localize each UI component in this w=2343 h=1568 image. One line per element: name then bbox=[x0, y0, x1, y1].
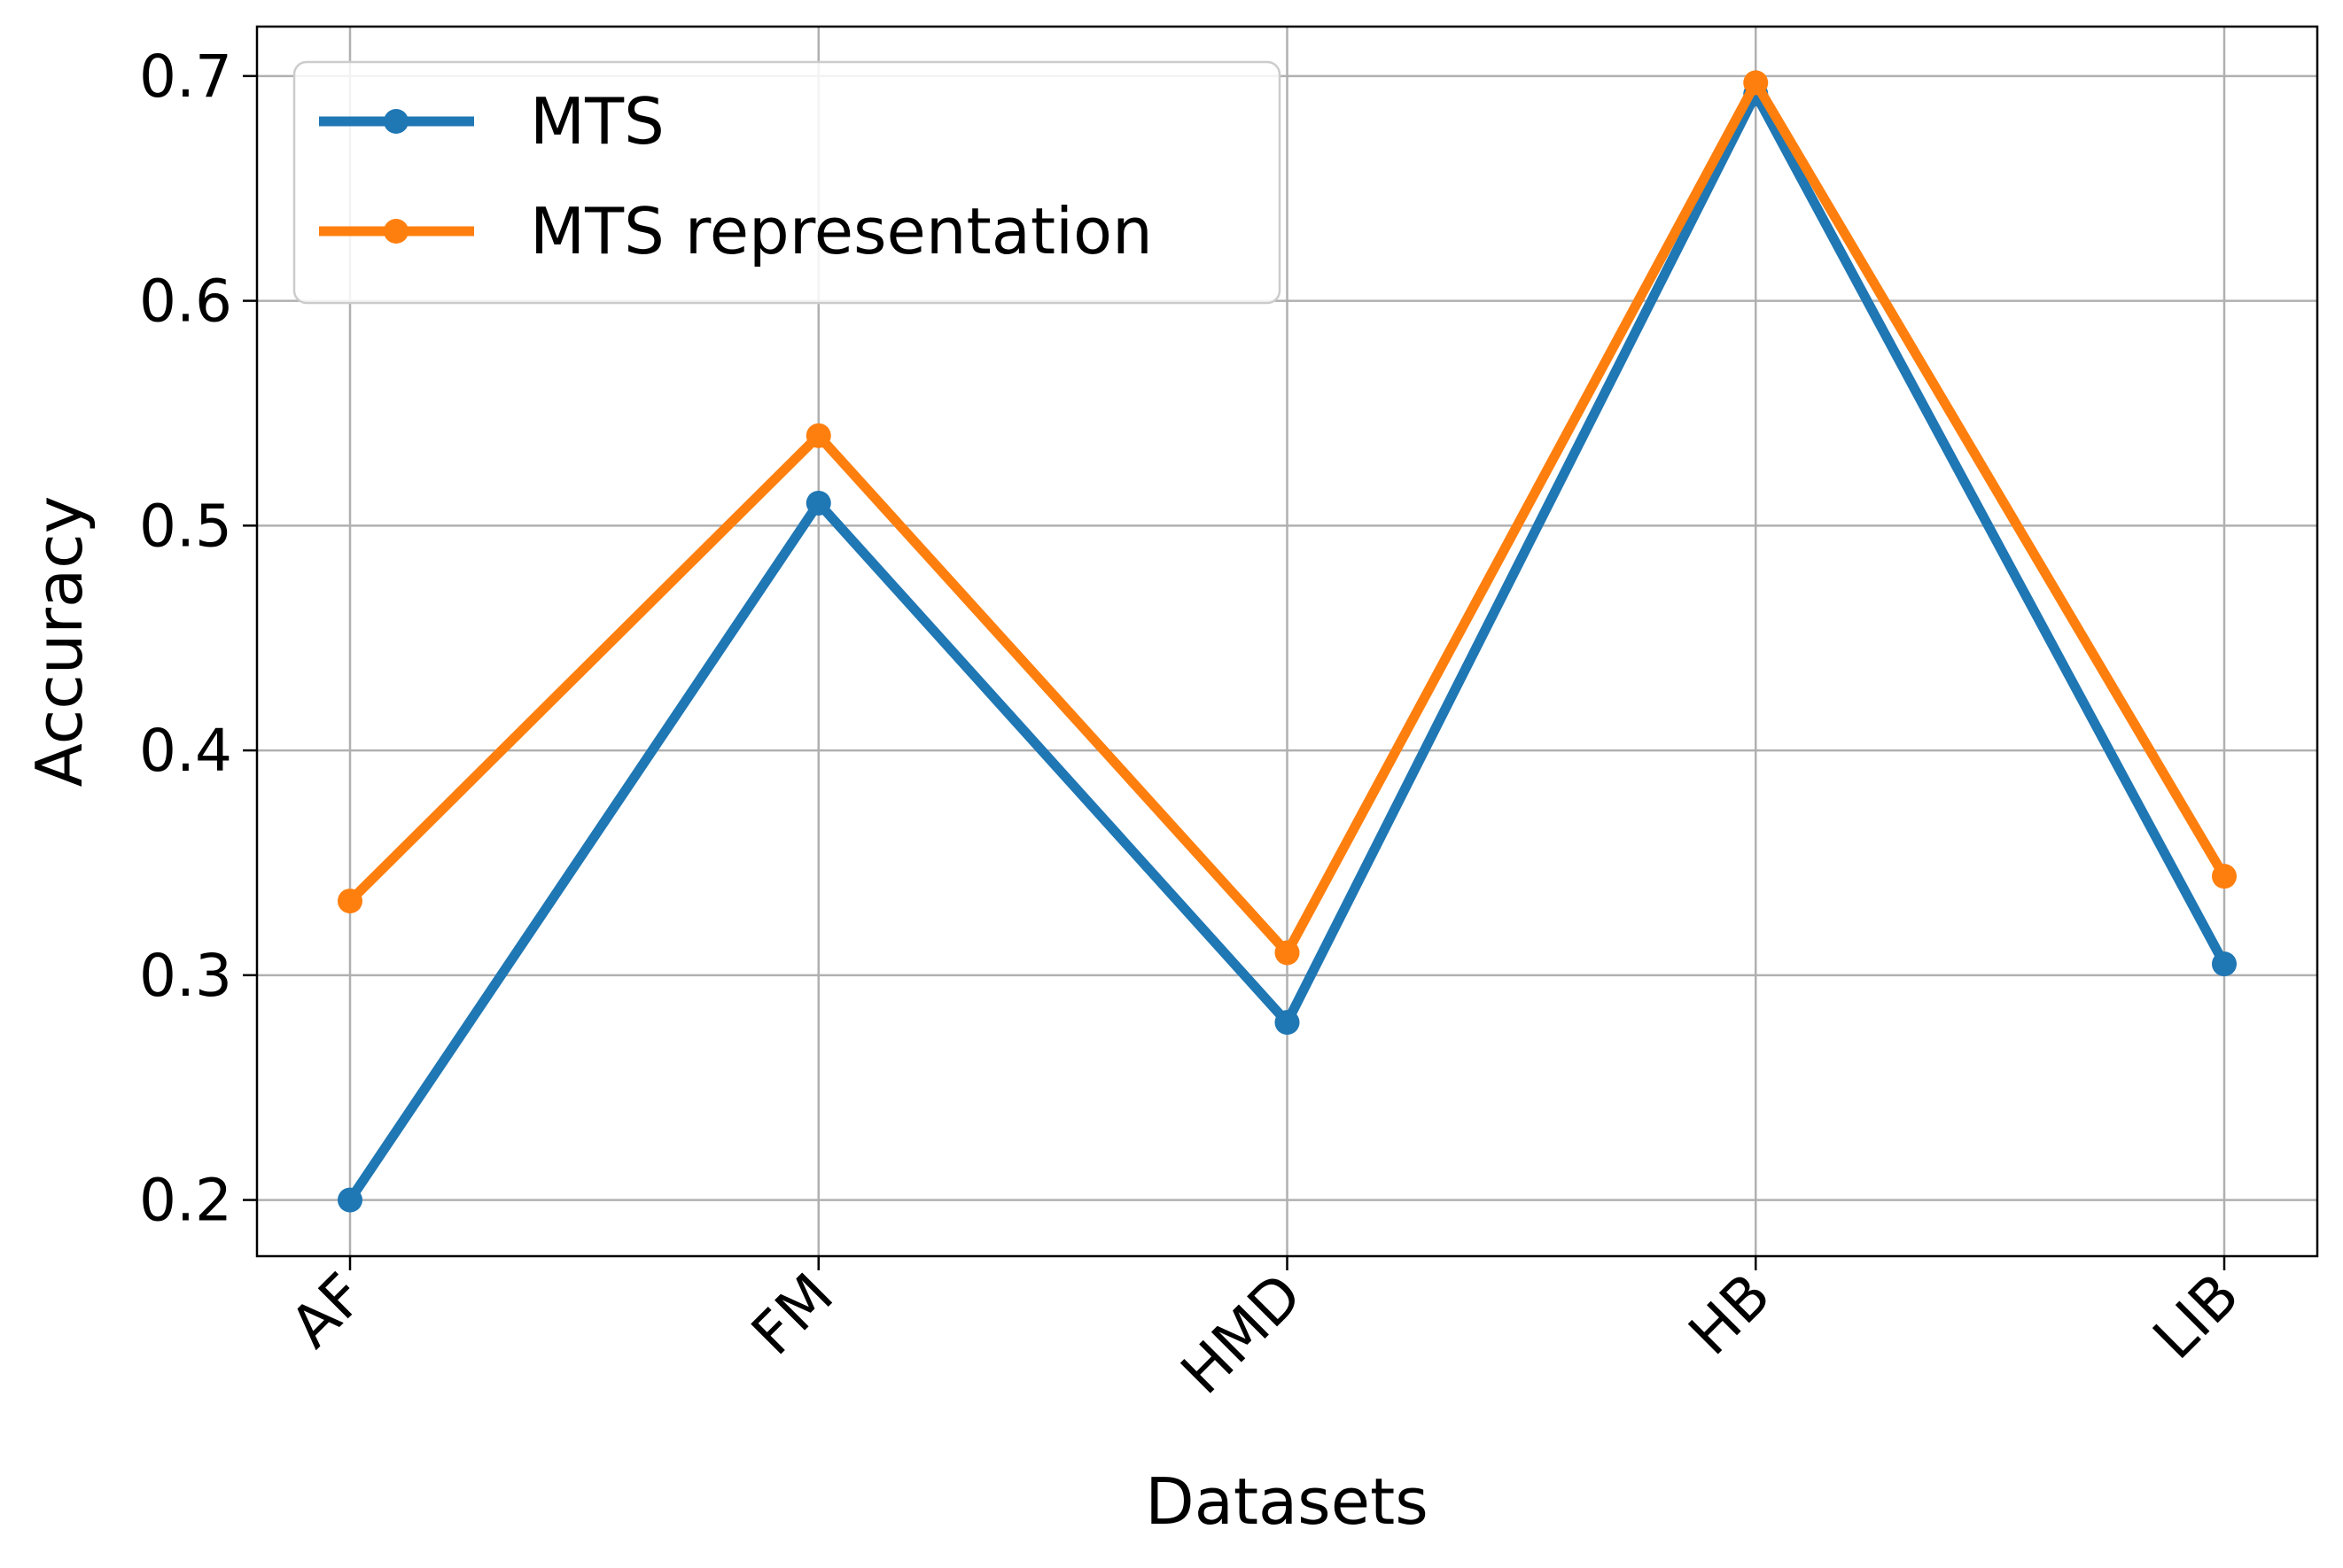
legend-label: MTS representation bbox=[530, 194, 1153, 268]
data-point bbox=[338, 889, 362, 914]
grid-lines bbox=[257, 27, 2317, 1256]
y-tick-label: 0.3 bbox=[139, 942, 232, 1010]
data-point bbox=[338, 1187, 362, 1213]
data-point bbox=[806, 423, 831, 448]
legend-swatch-marker bbox=[384, 219, 409, 244]
data-point bbox=[2212, 951, 2237, 977]
series-lines bbox=[338, 70, 2237, 1213]
y-tick-label: 0.5 bbox=[139, 492, 232, 560]
legend-box bbox=[292, 60, 1281, 305]
legend-swatch-marker bbox=[384, 109, 409, 134]
data-point bbox=[1274, 940, 1300, 966]
data-point bbox=[2212, 864, 2237, 889]
data-point bbox=[806, 490, 831, 516]
y-tick-label: 0.4 bbox=[139, 717, 232, 785]
y-tick-label: 0.2 bbox=[139, 1167, 232, 1235]
y-axis-label: Accuracy bbox=[22, 496, 97, 788]
data-point bbox=[1743, 70, 1769, 96]
data-point bbox=[1274, 1010, 1300, 1036]
legend: MTS MTS representation bbox=[292, 60, 1281, 305]
y-tick-label: 0.6 bbox=[139, 268, 232, 336]
y-tick-label: 0.7 bbox=[139, 43, 232, 111]
legend-label: MTS bbox=[530, 84, 665, 159]
x-axis-label: Datasets bbox=[1145, 1464, 1428, 1539]
